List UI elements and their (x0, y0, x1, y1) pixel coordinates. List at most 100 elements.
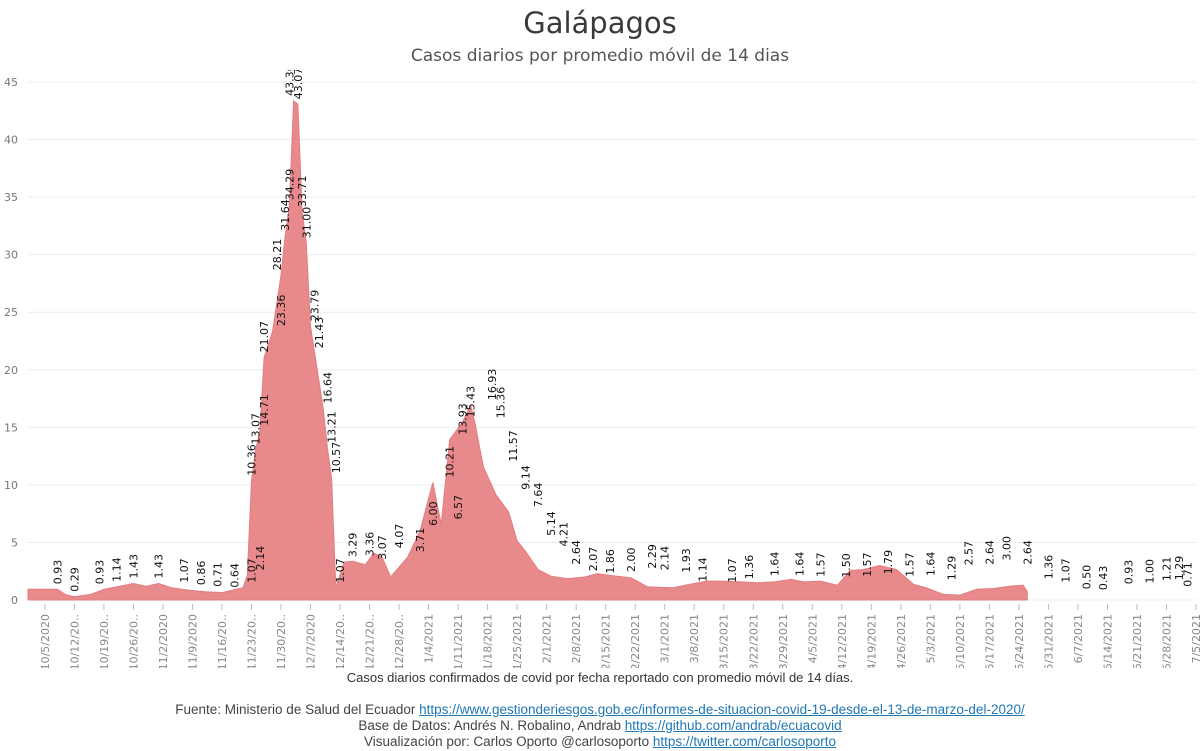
data-label: 34.29 (283, 169, 296, 201)
data-label: 1.07 (1059, 558, 1072, 583)
data-label: 1.29 (1173, 556, 1186, 581)
data-label: 1.64 (794, 552, 807, 577)
source-line: Fuente: Ministerio de Salud del Ecuador … (0, 702, 1200, 718)
data-label: 13.07 (250, 413, 263, 445)
data-label: 2.14 (659, 546, 672, 571)
data-link[interactable]: https://github.com/andrab/ecuacovid (624, 718, 842, 733)
x-tick-label: 12/28/20.. (393, 614, 406, 668)
data-label: 0.43 (1097, 566, 1110, 591)
y-tick-label: 5 (11, 536, 18, 549)
source-link[interactable]: https://www.gestionderiesgos.gob.ec/info… (419, 702, 1025, 717)
data-label: 0.29 (68, 567, 81, 592)
y-tick-label: 10 (4, 479, 18, 492)
data-label: 10.21 (444, 446, 457, 478)
x-tick-label: 1/18/2021 (482, 614, 495, 668)
data-label: 2.07 (587, 547, 600, 572)
data-label: 1.93 (680, 548, 693, 573)
data-label: 0.93 (52, 560, 65, 585)
data-label: 1.14 (111, 557, 124, 582)
data-label: 0.86 (195, 561, 208, 586)
x-tick-label: 2/15/2021 (600, 614, 613, 668)
data-line: Base de Datos: Andrés N. Robalino, Andra… (0, 718, 1200, 734)
x-tick-label: 4/5/2021 (806, 614, 819, 663)
data-label: 21.43 (313, 317, 326, 349)
x-tick-label: 5/17/2021 (983, 614, 996, 668)
data-label: 2.29 (646, 544, 659, 569)
y-tick-label: 25 (4, 306, 18, 319)
data-label: 0.93 (1123, 560, 1136, 585)
x-tick-label: 12/21/20.. (364, 614, 377, 668)
y-tick-label: 40 (4, 134, 18, 147)
y-tick-label: 45 (4, 76, 18, 89)
data-label: 28.21 (271, 239, 284, 270)
x-tick-label: 5/3/2021 (924, 614, 937, 663)
data-label: 3.71 (414, 528, 427, 553)
data-label: 0.64 (229, 563, 242, 588)
data-label: 1.50 (840, 553, 853, 578)
data-label: 1.07 (246, 558, 259, 583)
x-tick-label: 11/2/2020 (157, 614, 170, 668)
x-tick-label: 4/26/2021 (895, 614, 908, 668)
x-tick-label: 11/9/2020 (186, 614, 199, 668)
x-tick-label: 12/7/2020 (305, 614, 318, 668)
data-label: 21.07 (258, 321, 271, 353)
chart-subtitle: Casos diarios por promedio móvil de 14 d… (410, 46, 790, 66)
data-label: 15.36 (494, 387, 507, 419)
chart-title: Galápagos (523, 6, 677, 40)
x-tick-label: 10/12/20.. (68, 614, 81, 668)
data-label: 6.00 (427, 501, 440, 526)
data-label: 10.57 (330, 442, 343, 474)
data-label: 2.57 (962, 541, 975, 566)
data-label: 4.07 (393, 524, 406, 549)
data-label: 1.29 (945, 556, 958, 581)
data-label: 23.79 (309, 290, 322, 322)
data-label: 43.07 (292, 70, 305, 99)
data-label: 16.93 (486, 369, 499, 401)
x-tick-label: 6/7/2021 (1072, 614, 1085, 663)
x-tick-label: 10/19/20.. (98, 614, 111, 668)
data-label: 1.14 (697, 557, 710, 582)
x-tick-label: 6/14/2021 (1102, 614, 1115, 668)
x-tick-label: 5/24/2021 (1013, 614, 1026, 668)
data-label: 43.36 (283, 70, 296, 96)
y-tick-label: 15 (4, 421, 18, 434)
data-label: 3.29 (347, 533, 360, 558)
x-tick-label: 1/4/2021 (423, 614, 436, 663)
data-label: 5.14 (545, 511, 558, 536)
data-label: 13.93 (456, 403, 469, 435)
data-label: 23.36 (275, 295, 288, 327)
x-tick-label: 5/10/2021 (954, 614, 967, 668)
data-label: 16.64 (321, 372, 334, 404)
data-label: 1.64 (768, 552, 781, 577)
data-label: 1.07 (334, 558, 347, 583)
data-label: 1.57 (861, 552, 874, 577)
x-tick-label: 7/5/2021 (1190, 614, 1200, 663)
data-label: 1.43 (153, 554, 166, 579)
data-label: 31.00 (300, 207, 313, 239)
x-tick-label: 1/11/2021 (452, 614, 465, 668)
data-label: 11.57 (507, 430, 520, 462)
data-label: 2.64 (983, 540, 996, 565)
x-tick-label: 11/23/20.. (246, 614, 259, 668)
area-chart: 0 5 10 15 20 25 30 35 40 45 10/5/2020 10/12/20.. 10/… (4, 70, 1200, 668)
data-label: 13.21 (326, 411, 339, 443)
viz-line: Visualización por: Carlos Oporto @carlos… (0, 734, 1200, 750)
x-tick-label: 3/22/2021 (747, 614, 760, 668)
viz-link[interactable]: https://twitter.com/carlosoporto (652, 734, 836, 749)
data-label: 3.36 (364, 532, 377, 557)
data-label: 1.21 (1161, 557, 1174, 582)
x-tick-label: 1/25/2021 (511, 614, 524, 668)
data-label: 3.00 (1000, 536, 1013, 561)
data-label: 10.36 (246, 444, 259, 476)
data-label: 1.86 (604, 549, 617, 574)
data-label: 15.43 (465, 386, 478, 418)
x-tick-label: 3/1/2021 (659, 614, 672, 663)
series-area (27, 99, 1028, 601)
x-tick-label: 2/1/2021 (541, 614, 554, 663)
y-tick-label: 35 (4, 191, 18, 204)
x-tick-label: 4/19/2021 (865, 614, 878, 668)
data-label: 2.64 (1021, 540, 1034, 565)
x-tick-label: 4/12/2021 (836, 614, 849, 668)
x-tick-label: 2/8/2021 (570, 614, 583, 663)
data-label: 2.64 (570, 540, 583, 565)
